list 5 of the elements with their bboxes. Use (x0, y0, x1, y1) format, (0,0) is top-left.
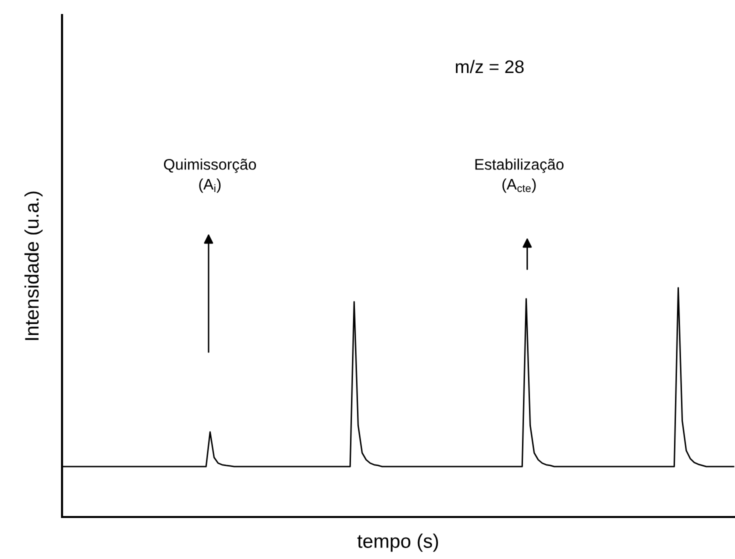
y-axis-title: Intensidade (u.a.) (24, 192, 43, 340)
x-axis-title: tempo (s) (357, 534, 438, 552)
text: Quimissorção (A$_{i}$) (164, 158, 256, 193)
text: m/z = 28 (456, 60, 524, 74)
text: Estabilização (A$_{cte}$) (475, 158, 564, 193)
